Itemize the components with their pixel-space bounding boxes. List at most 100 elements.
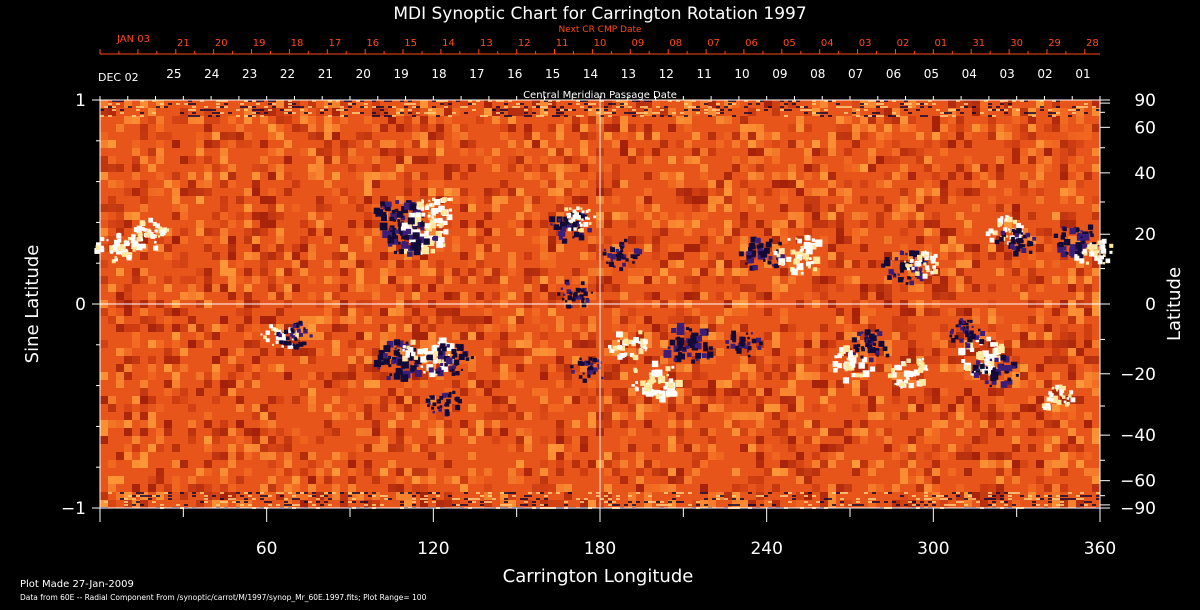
polar-noise	[256, 112, 260, 114]
field-cell	[892, 396, 900, 404]
field-cell	[1068, 348, 1076, 356]
field-cell	[764, 444, 772, 452]
field-cell	[500, 364, 508, 372]
polar-noise	[904, 100, 908, 102]
field-cell	[220, 212, 228, 220]
field-cell	[124, 348, 132, 356]
region-blob	[1003, 227, 1008, 232]
field-cell	[740, 260, 748, 268]
field-cell	[636, 340, 644, 348]
region-blob	[296, 328, 301, 333]
field-cell	[452, 332, 460, 340]
field-cell	[740, 484, 748, 492]
polar-noise	[240, 495, 244, 497]
field-cell	[676, 252, 684, 260]
field-cell	[1020, 292, 1028, 300]
field-cell	[396, 492, 404, 500]
field-cell	[428, 148, 436, 156]
region-blob	[394, 347, 397, 350]
field-cell	[796, 452, 804, 460]
region-blob	[96, 242, 102, 248]
field-cell	[468, 476, 476, 484]
field-cell	[580, 332, 588, 340]
field-cell	[268, 244, 276, 252]
field-cell	[348, 468, 356, 476]
field-cell	[700, 324, 708, 332]
field-cell	[140, 276, 148, 284]
region-blob	[1103, 239, 1107, 243]
region-blob	[1027, 240, 1030, 244]
polar-noise	[428, 112, 432, 114]
region-blob	[1092, 244, 1098, 250]
region-blob	[293, 344, 299, 350]
polar-noise	[400, 504, 404, 506]
field-cell	[1036, 420, 1044, 428]
field-cell	[996, 204, 1004, 212]
field-cell	[916, 284, 924, 292]
polar-noise	[656, 504, 660, 506]
field-cell	[268, 196, 276, 204]
field-cell	[900, 412, 908, 420]
field-cell	[876, 364, 884, 372]
field-cell	[220, 156, 228, 164]
region-blob	[292, 324, 297, 328]
field-cell	[652, 484, 660, 492]
region-blob	[416, 201, 423, 208]
field-cell	[180, 348, 188, 356]
polar-noise	[120, 109, 124, 111]
field-cell	[396, 484, 404, 492]
polar-noise	[472, 103, 476, 105]
field-cell	[532, 484, 540, 492]
field-cell	[252, 164, 260, 172]
polar-noise	[792, 100, 796, 102]
region-blob	[136, 225, 143, 232]
field-cell	[228, 140, 236, 148]
field-cell	[588, 380, 596, 388]
polar-noise	[360, 501, 364, 503]
field-cell	[300, 124, 308, 132]
field-cell	[396, 468, 404, 476]
next-cr-date-label: 12	[518, 38, 531, 49]
region-blob	[615, 248, 620, 253]
field-cell	[836, 444, 844, 452]
field-cell	[148, 116, 156, 124]
field-cell	[732, 412, 740, 420]
field-cell	[324, 116, 332, 124]
field-cell	[260, 220, 268, 228]
polar-noise	[836, 106, 840, 108]
field-cell	[260, 452, 268, 460]
region-blob	[922, 273, 928, 279]
polar-noise	[476, 492, 480, 494]
field-cell	[324, 292, 332, 300]
field-cell	[220, 204, 228, 212]
region-blob	[289, 333, 294, 337]
field-cell	[212, 356, 220, 364]
field-cell	[1060, 348, 1068, 356]
polar-noise	[508, 100, 512, 102]
polar-noise	[284, 112, 288, 114]
polar-noise	[576, 103, 580, 105]
field-cell	[948, 252, 956, 260]
field-cell	[1028, 276, 1036, 284]
polar-noise	[640, 115, 644, 117]
field-cell	[484, 380, 492, 388]
region-blob	[805, 247, 813, 255]
field-cell	[708, 148, 716, 156]
field-cell	[564, 484, 572, 492]
polar-noise	[120, 112, 124, 114]
field-cell	[948, 228, 956, 236]
region-blob	[771, 264, 775, 267]
polar-noise	[112, 109, 116, 111]
field-cell	[276, 324, 284, 332]
region-blob	[389, 216, 394, 222]
field-cell	[1068, 444, 1076, 452]
field-cell	[1076, 156, 1084, 164]
polar-noise	[108, 492, 112, 494]
field-cell	[996, 460, 1004, 468]
region-blob	[565, 303, 570, 308]
field-cell	[892, 156, 900, 164]
field-cell	[604, 340, 612, 348]
field-cell	[700, 196, 708, 204]
field-cell	[996, 132, 1004, 140]
region-blob	[572, 236, 575, 239]
